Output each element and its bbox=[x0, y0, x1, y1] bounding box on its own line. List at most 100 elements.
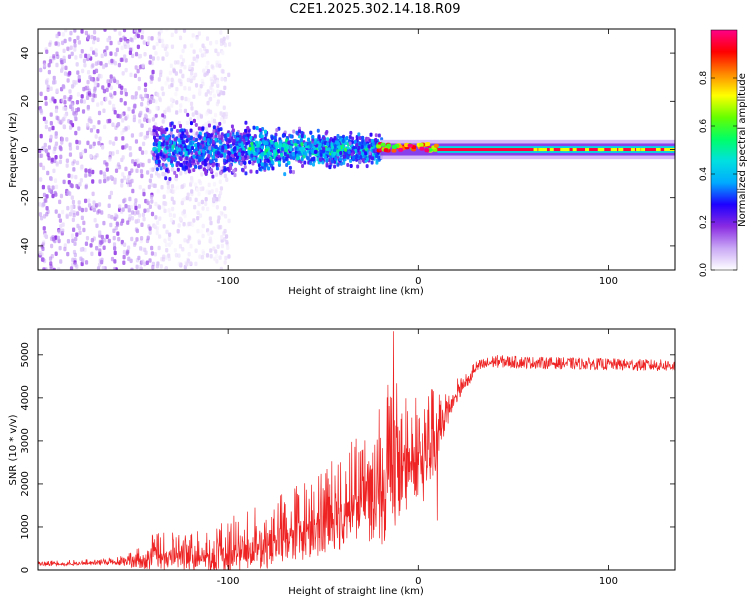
spectrogram-cell bbox=[265, 141, 269, 146]
spectrogram-cell bbox=[148, 226, 152, 231]
spectrogram-cell bbox=[287, 160, 291, 165]
spectrogram-cell bbox=[50, 157, 54, 163]
spectrogram-cell bbox=[328, 165, 332, 170]
spectrogram-cell bbox=[297, 150, 301, 155]
spectrogram-cell bbox=[219, 30, 223, 35]
spectrogram-cell bbox=[178, 141, 182, 146]
spectrogram-cell bbox=[235, 145, 239, 150]
spectrogram-cell bbox=[204, 170, 208, 175]
spectrogram-cell bbox=[192, 75, 196, 81]
spectrogram-cell bbox=[54, 41, 58, 46]
spectrogram-x-tick-label: -100 bbox=[217, 276, 240, 287]
spectrogram-cell bbox=[143, 135, 147, 140]
spectrogram-cell bbox=[210, 79, 214, 84]
spectrogram-cell bbox=[179, 69, 183, 74]
spectrogram-cell bbox=[214, 144, 218, 149]
spectrogram-cell bbox=[162, 254, 166, 260]
spectrogram-cell bbox=[118, 31, 122, 36]
spectrogram-cell bbox=[112, 242, 117, 247]
spectrogram-cell bbox=[585, 148, 590, 152]
spectrogram-cell bbox=[323, 141, 327, 146]
spectrogram-cell bbox=[40, 244, 44, 249]
spectrogram-cell bbox=[189, 101, 194, 107]
spectrogram-cell bbox=[145, 260, 149, 266]
spectrogram-cell bbox=[219, 210, 223, 216]
spectrogram-cell bbox=[260, 134, 264, 139]
spectrogram-cell bbox=[160, 86, 164, 91]
spectrogram-cell bbox=[84, 53, 88, 59]
spectrogram-cell bbox=[71, 238, 75, 243]
spectrogram-cell bbox=[303, 151, 307, 156]
spectrogram-cell bbox=[91, 63, 95, 68]
spectrogram-cell bbox=[182, 221, 186, 227]
spectrogram-cell bbox=[68, 142, 72, 148]
spectrogram-cell bbox=[206, 138, 210, 143]
spectrogram-cell bbox=[147, 36, 151, 41]
spectrogram-cell bbox=[47, 156, 51, 161]
spectrogram-cell bbox=[326, 142, 330, 147]
spectrogram-cell bbox=[89, 243, 93, 248]
spectrogram-cell bbox=[153, 252, 157, 257]
spectrogram-cell bbox=[54, 251, 58, 257]
spectrogram-cell bbox=[42, 267, 46, 270]
spectrogram-cell bbox=[194, 151, 198, 156]
spectrogram-cell bbox=[109, 175, 113, 180]
spectrogram-cell bbox=[64, 106, 68, 111]
spectrogram-cell bbox=[139, 238, 143, 244]
spectrogram-cell bbox=[96, 210, 100, 215]
spectrogram-cell bbox=[78, 230, 82, 235]
spectrogram-cell bbox=[166, 76, 170, 81]
spectrogram-cell bbox=[129, 72, 133, 78]
spectrogram-cell bbox=[83, 148, 88, 154]
spectrogram-cell bbox=[142, 191, 146, 197]
spectrogram-cell bbox=[221, 50, 225, 56]
spectrogram-cell bbox=[211, 202, 216, 207]
spectrogram-cell bbox=[164, 81, 168, 86]
spectrogram-cell bbox=[146, 235, 150, 240]
spectrogram-cell bbox=[183, 85, 187, 91]
snr-y-tick-label: 5000 bbox=[20, 342, 31, 367]
spectrogram-cell bbox=[159, 264, 163, 269]
spectrogram-cell bbox=[189, 43, 194, 48]
spectrogram-cell bbox=[233, 152, 237, 157]
spectrogram-cell bbox=[201, 223, 205, 229]
spectrogram-cell bbox=[194, 261, 198, 267]
spectrogram-cell bbox=[141, 259, 145, 265]
spectrogram-cell bbox=[69, 120, 73, 125]
spectrogram-cell bbox=[284, 148, 288, 153]
spectrogram-cell bbox=[140, 102, 144, 107]
spectrogram-cell bbox=[170, 103, 174, 108]
spectrogram-cell bbox=[94, 61, 99, 66]
spectrogram-cell bbox=[86, 140, 90, 146]
spectrogram-cell bbox=[66, 78, 70, 83]
spectrogram-cell bbox=[172, 213, 176, 218]
spectrogram-cell bbox=[354, 148, 358, 153]
spectrogram-cell bbox=[108, 194, 112, 200]
spectrogram-cell bbox=[167, 236, 171, 242]
spectrogram-cell bbox=[171, 79, 175, 84]
spectrogram-cell bbox=[206, 188, 210, 194]
spectrogram-cells bbox=[38, 29, 675, 270]
spectrogram-cell bbox=[244, 128, 248, 133]
spectrogram-cell bbox=[54, 131, 58, 136]
spectrogram-cell bbox=[63, 113, 67, 119]
spectrogram-cell bbox=[150, 245, 154, 251]
spectrogram-cell bbox=[96, 37, 100, 42]
spectrogram-cell bbox=[317, 135, 321, 140]
spectrogram-cell bbox=[215, 166, 219, 171]
spectrogram-cell bbox=[294, 146, 298, 151]
spectrogram-cell bbox=[143, 82, 148, 87]
spectrogram-cell bbox=[157, 77, 161, 82]
spectrogram-cell bbox=[572, 148, 577, 152]
spectrogram-cell bbox=[192, 154, 196, 159]
spectrogram-cell bbox=[341, 134, 345, 139]
spectrogram-cell bbox=[46, 209, 50, 214]
spectrogram-cell bbox=[361, 158, 365, 163]
spectrogram-cell bbox=[134, 219, 138, 224]
spectrogram-cell bbox=[161, 136, 165, 141]
spectrogram-cell bbox=[206, 100, 210, 106]
spectrogram-cell bbox=[185, 120, 189, 126]
spectrogram-cell bbox=[538, 148, 543, 152]
spectrogram-cell bbox=[201, 251, 206, 256]
